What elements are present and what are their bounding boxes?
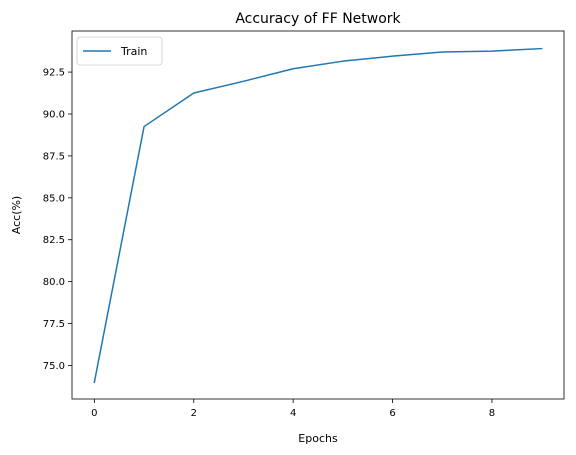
x-tick-label: 6 xyxy=(389,408,395,419)
legend-box xyxy=(76,36,163,66)
plot-area xyxy=(72,31,564,399)
y-tick-label: 90.0 xyxy=(43,109,65,120)
series-line-train xyxy=(93,47,543,384)
y-tick-label: 92.5 xyxy=(43,68,65,79)
y-axis-label: Acc(%) xyxy=(10,196,23,234)
y-tick-label: 80.0 xyxy=(43,277,65,288)
x-tick-label: 4 xyxy=(290,408,296,419)
y-tick-label: 75.0 xyxy=(43,361,65,372)
y-axis-ticks: 75.0 77.5 80.0 82.5 85.0 87.5 90.0 92.5 xyxy=(43,68,72,372)
series-layer xyxy=(93,47,543,384)
x-axis-ticks: 0 2 4 6 8 xyxy=(91,399,495,419)
legend: Train xyxy=(76,36,163,66)
plot-frame xyxy=(71,30,565,400)
legend-label-train: Train xyxy=(120,45,147,58)
y-tick-label: 82.5 xyxy=(43,235,65,246)
y-tick-label: 87.5 xyxy=(43,151,65,162)
x-tick-label: 0 xyxy=(91,408,97,419)
y-tick-label: 85.0 xyxy=(43,193,65,204)
x-tick-label: 2 xyxy=(191,408,197,419)
x-axis-label: Epochs xyxy=(298,432,338,445)
chart-title: Accuracy of FF Network xyxy=(235,11,401,27)
x-tick-label: 8 xyxy=(489,408,495,419)
y-tick-label: 77.5 xyxy=(43,319,65,330)
